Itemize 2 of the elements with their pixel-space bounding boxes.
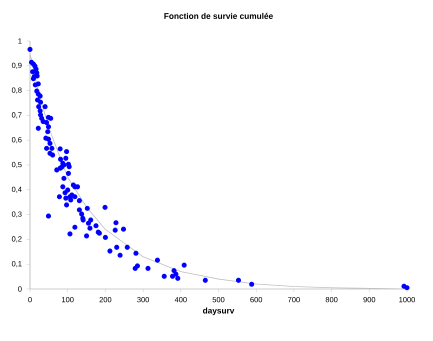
chart-title: Fonction de survie cumulée	[164, 12, 273, 19]
x-axis-title: daysurv	[202, 307, 234, 316]
